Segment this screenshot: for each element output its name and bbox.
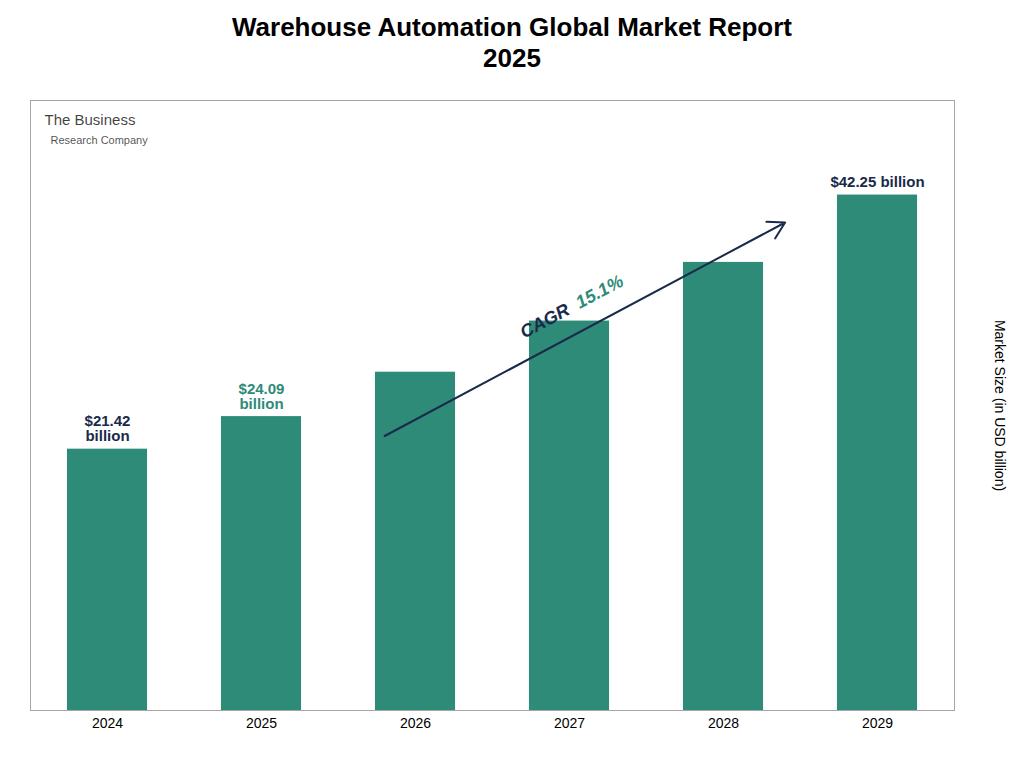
svg-text:Research Company: Research Company xyxy=(51,135,149,147)
svg-text:Market Size (in USD billion): Market Size (in USD billion) xyxy=(992,320,1008,491)
svg-text:2029: 2029 xyxy=(862,716,893,732)
svg-text:The Business: The Business xyxy=(45,112,136,129)
svg-text:$42.25 billion: $42.25 billion xyxy=(830,173,924,190)
svg-text:2026: 2026 xyxy=(400,716,431,732)
html-text:Warehouse Automation Global Ma: Warehouse Automation Global Market Repor… xyxy=(232,12,792,74)
svg-text:$21.42billion: $21.42billion xyxy=(85,413,131,445)
svg-text:2028: 2028 xyxy=(708,716,739,732)
svg-text:CAGR: CAGR xyxy=(517,300,573,343)
svg-text:2025: 2025 xyxy=(246,716,277,732)
svg-text:15.1%: 15.1% xyxy=(572,271,626,313)
svg-text:2024: 2024 xyxy=(92,716,123,732)
svg-text:$24.09billion: $24.09billion xyxy=(239,380,285,412)
svg-text:2027: 2027 xyxy=(554,716,585,732)
